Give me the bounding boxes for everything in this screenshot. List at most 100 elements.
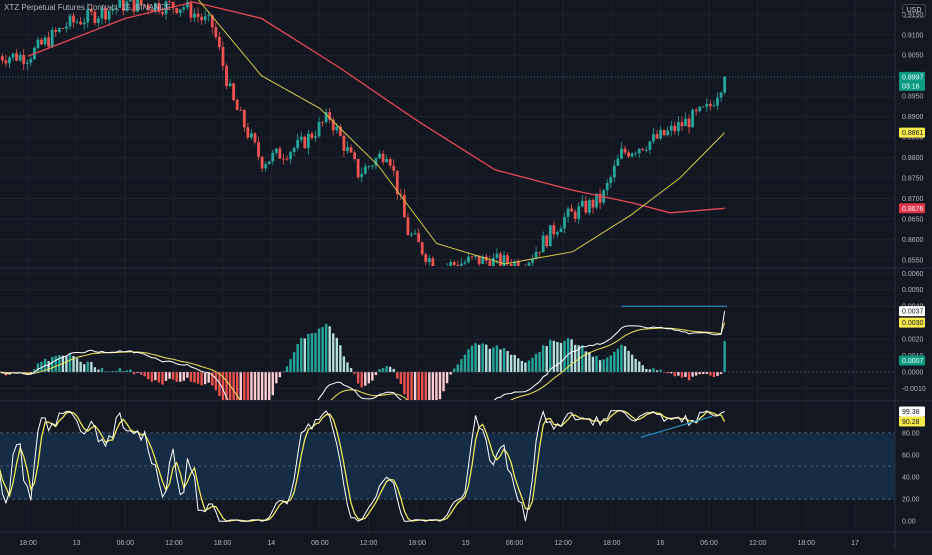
macd-hist-bar [147, 372, 149, 379]
macd-hist-bar [97, 370, 99, 372]
candle-body [606, 183, 609, 190]
macd-hist-bar [606, 358, 608, 372]
candle-body [350, 147, 353, 152]
macd-hist-bar [528, 360, 530, 372]
macd-hist-bar [417, 372, 419, 409]
candle-body [61, 28, 64, 29]
candle-body [72, 16, 75, 23]
macd-hist-bar [688, 372, 690, 380]
macd-hist-bar [396, 372, 398, 378]
macd-axis-tick: 0.0050 [902, 287, 924, 294]
macd-hist-bar [677, 372, 679, 376]
candle-body [97, 18, 100, 23]
macd-hist-bar [389, 367, 391, 372]
macd-hist-bar [684, 372, 686, 377]
macd-hist-bar [652, 368, 654, 372]
macd-hist-bar [197, 372, 199, 384]
macd-hist-bar [332, 333, 334, 372]
candle-body [713, 105, 716, 106]
candle-body [19, 55, 22, 61]
macd-hist-bar [357, 372, 359, 383]
candle-body [616, 159, 619, 166]
macd-hist-bar [407, 372, 409, 405]
macd-hist-bar [517, 358, 519, 372]
candle-body [723, 77, 726, 93]
time-axis-tick: 16 [657, 540, 665, 547]
macd-hist-bar [699, 372, 701, 374]
candle-body [577, 206, 580, 219]
candle-body [8, 58, 11, 64]
macd-hist-bar [453, 368, 455, 372]
candle-body [389, 159, 392, 166]
macd-hist-bar [272, 372, 274, 395]
macd-hist-bar [506, 351, 508, 372]
macd-hist-bar [535, 354, 537, 372]
candle-body [357, 159, 360, 177]
candle-body [677, 122, 680, 131]
candle-body [720, 93, 723, 98]
macd-hist-bar [642, 365, 644, 372]
macd-hist-bar [574, 345, 576, 372]
candle-body [346, 147, 349, 151]
candle-body [695, 110, 698, 111]
candle-body [663, 130, 666, 135]
macd-axis-tick: 0.0060 [902, 271, 924, 278]
candle-body [463, 262, 466, 263]
macd-hist-bar [279, 372, 281, 377]
stoch-axis-tick: 20.00 [902, 497, 920, 504]
stoch-axis-tick: 0.00 [902, 519, 916, 526]
macd-hist-bar [425, 372, 427, 412]
macd-hist-bar [556, 342, 558, 372]
macd-hist-bar [229, 372, 231, 420]
macd-hist-bar [695, 372, 697, 376]
macd-hist-bar [47, 361, 49, 372]
candle-body [282, 159, 285, 160]
time-axis-tick: 18:00 [19, 540, 37, 547]
macd-hist-bar [204, 372, 206, 384]
macd-hist-bar [709, 372, 711, 375]
macd-hist-bar [542, 345, 544, 372]
price-axis-tick: 0.8900 [902, 114, 924, 121]
candle-body [620, 149, 623, 159]
macd-hist-bar [588, 352, 590, 372]
candle-body [182, 7, 185, 9]
candle-body [93, 12, 96, 23]
candle-body [179, 9, 182, 13]
macd-hist-bar [336, 338, 338, 372]
candle-body [15, 53, 18, 60]
candle-body [528, 263, 531, 271]
candle-body [204, 16, 207, 20]
candle-body [417, 233, 420, 242]
macd-hist-bar [129, 370, 131, 373]
macd-axis-tick: 0.0000 [902, 370, 924, 377]
candle-body [367, 166, 370, 167]
macd-hist-bar [232, 372, 234, 426]
macd-hist-bar [250, 372, 252, 426]
macd-hist-bar [161, 372, 163, 385]
candle-body [392, 166, 395, 171]
macd-hist-bar [489, 349, 491, 372]
candle-body [709, 104, 712, 106]
macd-hist-bar [503, 348, 505, 372]
candle-body [47, 38, 50, 47]
last-price-tag: 0.8997 [902, 74, 924, 81]
macd-hist-bar [165, 372, 167, 381]
macd-hist-bar [350, 368, 352, 372]
macd-hist-bar [478, 345, 480, 372]
price-pane [0, 0, 895, 279]
candle-body [631, 153, 634, 156]
candle-body [268, 161, 271, 164]
macd-hist-bar [702, 372, 704, 374]
macd-hist-bar [496, 345, 498, 372]
candle-body [335, 127, 338, 131]
macd-hist-bar [268, 372, 270, 407]
candle-body [449, 262, 452, 266]
candle-body [673, 126, 676, 131]
time-axis-tick: 12:00 [554, 540, 572, 547]
candle-body [588, 200, 591, 213]
macd-hist-bar [254, 372, 256, 422]
macd-hist-bar [225, 372, 227, 417]
currency-button[interactable]: USD [902, 4, 926, 18]
